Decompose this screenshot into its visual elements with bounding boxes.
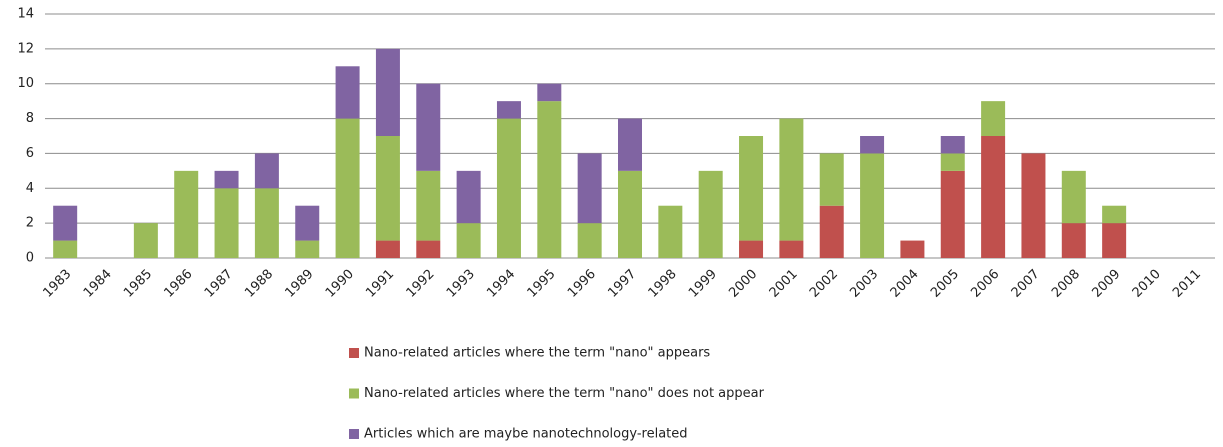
bar-segment [577, 223, 602, 258]
x-tick-label: 1999 [686, 267, 720, 301]
x-tick-label: 1989 [283, 267, 317, 301]
bar-segment [496, 118, 521, 258]
bar-segment [537, 83, 562, 102]
bar-segment [940, 153, 965, 171]
bar-segment [698, 170, 723, 258]
bar-segment [295, 205, 320, 241]
bar-segment [1021, 153, 1046, 258]
x-tick-label: 1997 [605, 267, 639, 301]
x-tick-label: 1985 [121, 267, 155, 301]
bar-segment [335, 66, 360, 119]
x-tick-label: 2003 [847, 267, 881, 301]
bar-segment [133, 223, 158, 258]
legend-swatch [349, 429, 359, 439]
legend-label: Articles which are maybe nanotechnology-… [364, 427, 688, 442]
bar-segment [214, 170, 239, 189]
y-tick-label: 6 [26, 146, 34, 161]
x-tick-label: 1994 [484, 267, 518, 301]
bar-segment [819, 205, 844, 258]
bar-segment [618, 118, 642, 171]
bar-segment [860, 136, 885, 154]
legend-label: Nano-related articles where the term "na… [364, 386, 765, 401]
x-tick-label: 1986 [162, 267, 196, 301]
x-tick-label: 1984 [81, 267, 115, 301]
bar-segment [416, 240, 441, 258]
bar-segment [496, 101, 521, 119]
y-tick-label: 0 [26, 251, 34, 266]
bar-segment [416, 170, 441, 241]
x-tick-label: 2004 [888, 267, 922, 301]
legend-swatch [349, 348, 359, 358]
legend-label: Nano-related articles where the term "na… [364, 346, 710, 361]
x-tick-label: 1983 [40, 267, 74, 301]
bar-segment [214, 188, 239, 258]
y-tick-label: 2 [26, 216, 34, 231]
bar-segment [819, 153, 844, 206]
bar-segment [537, 101, 562, 259]
x-tick-label: 1991 [363, 267, 397, 301]
x-tick-label: 1988 [242, 267, 276, 301]
bar-segment [456, 170, 481, 224]
bar-segment [174, 170, 199, 258]
bar-segment [739, 240, 764, 258]
bar-segment [739, 136, 764, 241]
x-tick-label: 2011 [1170, 267, 1204, 301]
bar-segment [577, 153, 602, 224]
bar-segment [940, 170, 965, 258]
x-tick-label: 1992 [404, 267, 438, 301]
bar-segment [375, 240, 400, 258]
bar-segment [900, 240, 925, 258]
bar-segment [295, 240, 320, 258]
x-tick-label: 1995 [525, 267, 559, 301]
x-tick-label: 2010 [1130, 267, 1164, 301]
x-tick-label: 1996 [565, 267, 599, 301]
x-tick-label: 1990 [323, 267, 357, 301]
y-tick-label: 14 [17, 7, 34, 22]
x-tick-label: 1998 [646, 267, 680, 301]
bar-segment [1102, 205, 1127, 224]
bar-segment [618, 170, 642, 258]
x-tick-label: 2007 [1009, 267, 1043, 301]
x-tick-label: 2001 [767, 267, 801, 301]
bar-segment [53, 205, 78, 241]
bar-segment [658, 205, 683, 258]
bar-segment [1102, 223, 1127, 258]
y-tick-label: 8 [26, 111, 34, 126]
bar-segment [456, 223, 481, 258]
y-tick-label: 12 [17, 41, 34, 56]
bar-segment [940, 136, 965, 154]
x-tick-label: 1993 [444, 267, 478, 301]
y-tick-label: 10 [17, 76, 34, 91]
x-tick-label: 2005 [928, 267, 962, 301]
x-tick-label: 2002 [807, 267, 841, 301]
x-tick-label: 1987 [202, 267, 236, 301]
bar-segment [779, 240, 804, 258]
bar-segment [375, 48, 400, 136]
bar-segment [1061, 223, 1086, 258]
x-tick-label: 2000 [726, 267, 760, 301]
bar-segment [860, 153, 885, 258]
legend-swatch [349, 388, 359, 399]
bar-segment [1061, 170, 1086, 224]
bar-segment [416, 83, 441, 171]
bar-segment [981, 101, 1006, 136]
bar-segment [254, 188, 279, 258]
x-tick-label: 2009 [1089, 267, 1123, 301]
bar-segment [981, 136, 1006, 258]
bar-segment [779, 118, 804, 241]
bar-segment [254, 153, 279, 189]
x-tick-label: 2008 [1049, 267, 1083, 301]
x-tick-label: 2006 [968, 267, 1002, 301]
bar-segment [375, 136, 400, 241]
bar-segment [335, 118, 360, 258]
bar-segment [53, 240, 78, 258]
y-tick-label: 4 [26, 181, 34, 196]
